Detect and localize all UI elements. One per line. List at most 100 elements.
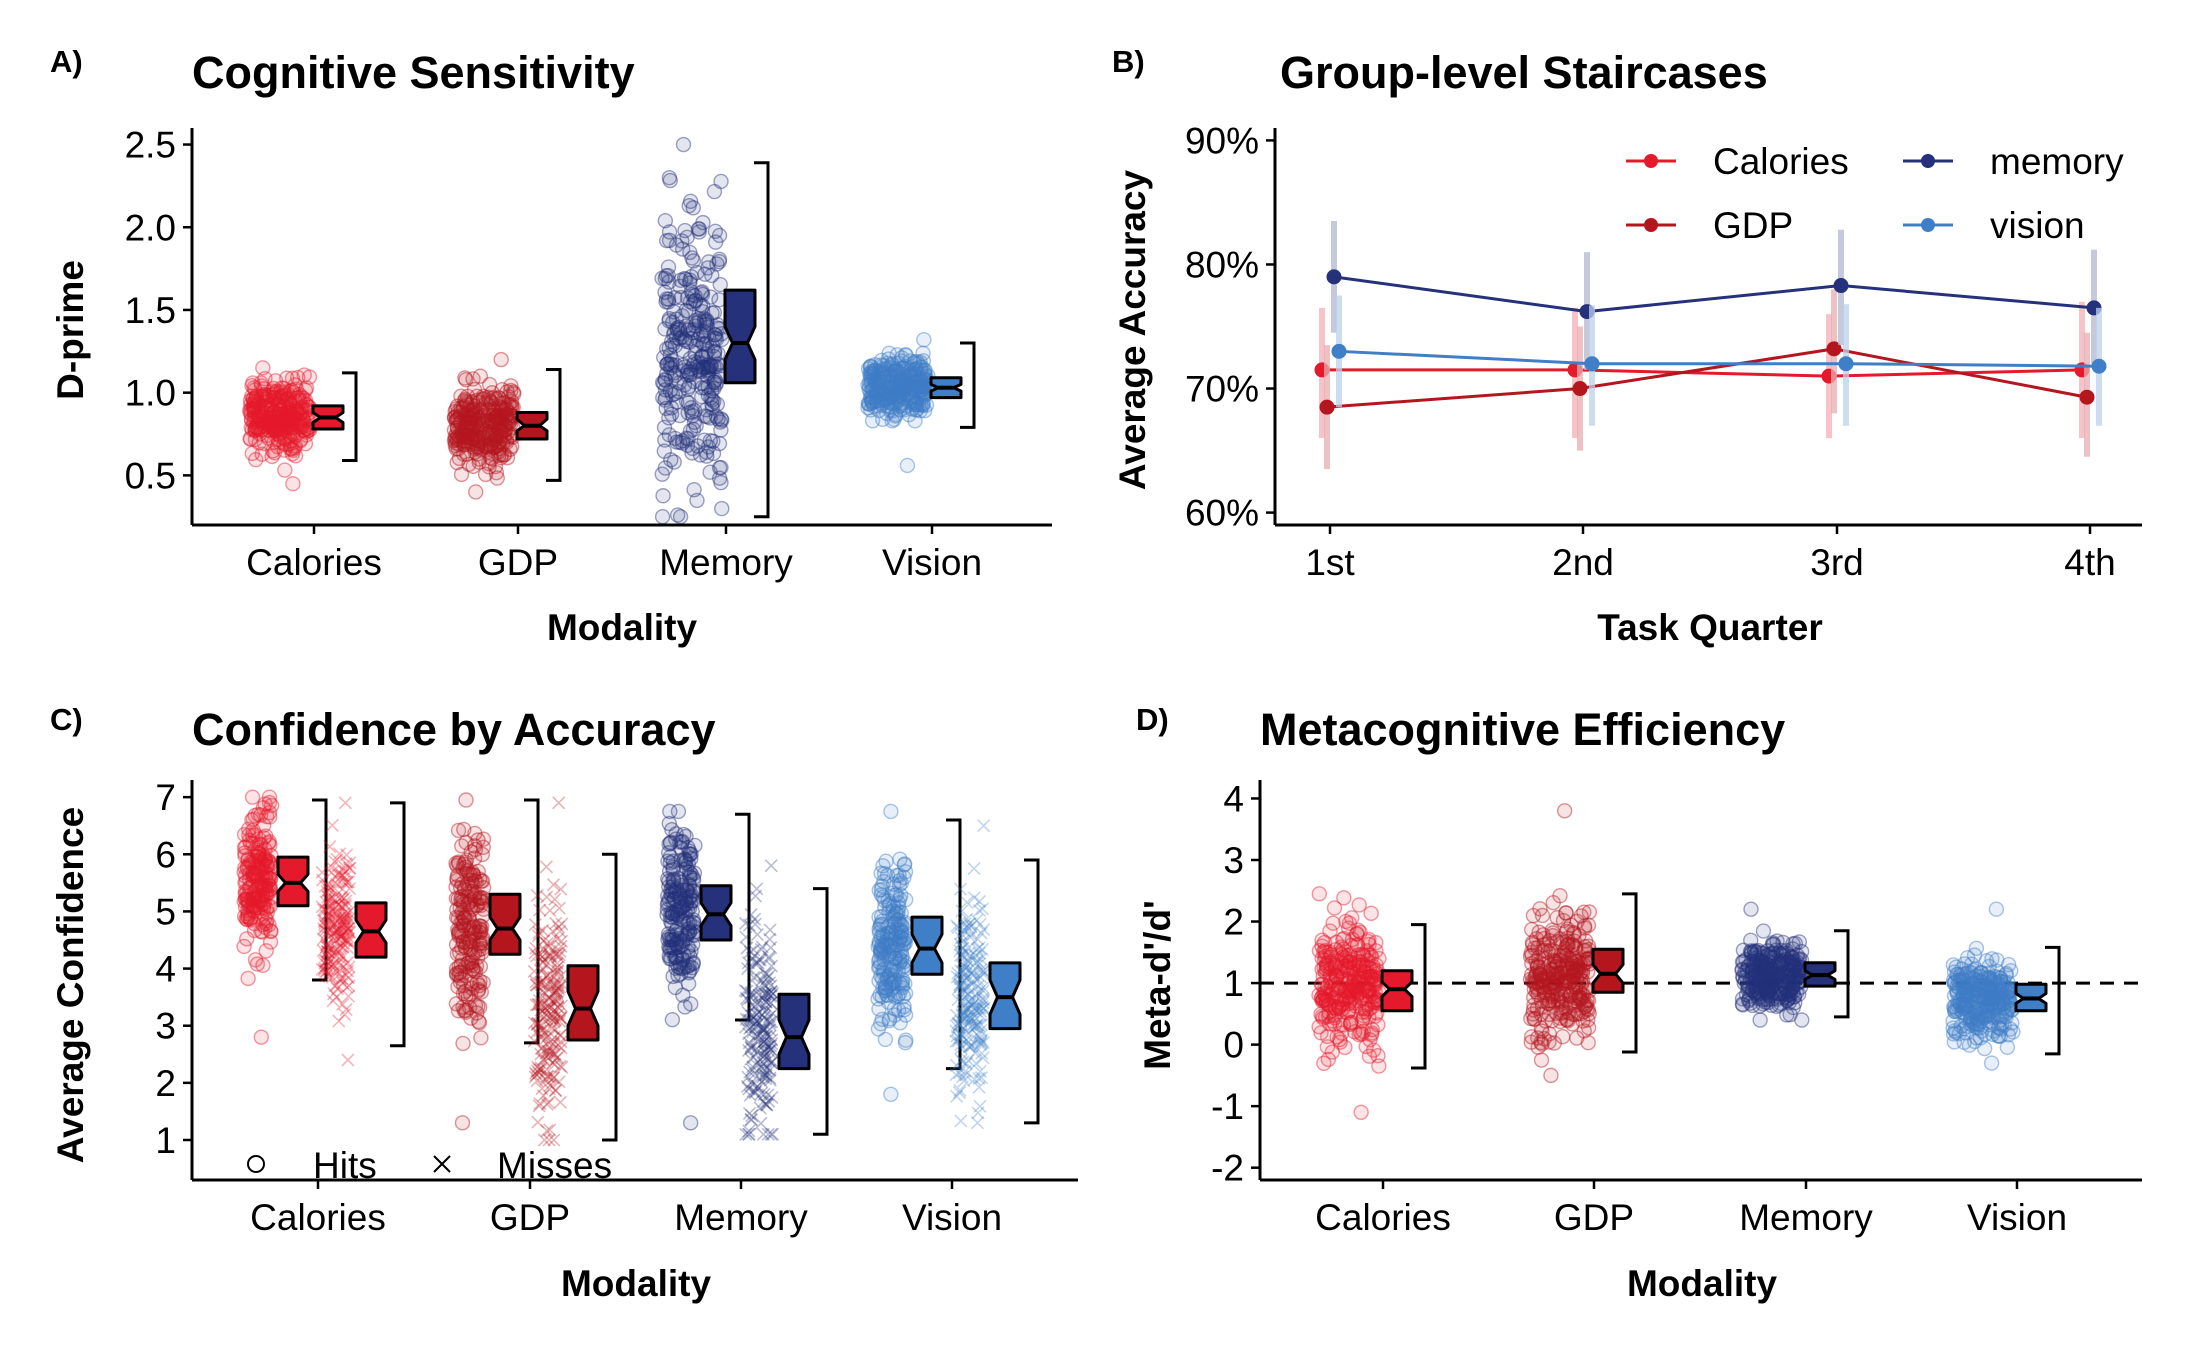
data-point xyxy=(264,393,280,409)
data-point xyxy=(256,415,273,431)
data-point xyxy=(458,420,475,436)
y-tick-label: 6 xyxy=(155,834,176,875)
data-point xyxy=(240,970,256,987)
boxplot-box xyxy=(910,915,944,976)
data-point xyxy=(661,863,678,879)
data-point xyxy=(297,392,314,408)
data-point xyxy=(552,796,566,810)
data-point xyxy=(881,925,897,942)
data-point xyxy=(657,284,673,301)
data-point xyxy=(290,389,307,406)
points-gdp xyxy=(1522,803,1598,1084)
data-point xyxy=(457,428,474,444)
legend-label-memory: memory xyxy=(1990,141,2124,182)
data-point xyxy=(459,428,476,445)
data-point xyxy=(473,440,490,456)
data-point xyxy=(245,811,262,827)
data-point xyxy=(267,390,283,406)
data-point xyxy=(289,390,305,407)
data-point xyxy=(541,1095,556,1110)
data-point xyxy=(259,416,275,432)
data-point xyxy=(707,223,724,240)
data-point xyxy=(1316,1055,1332,1071)
data-point xyxy=(660,259,677,275)
data-point xyxy=(465,439,481,455)
data-point xyxy=(263,414,279,431)
data-point xyxy=(457,391,473,408)
data-point xyxy=(469,439,486,456)
y-tick-label: 2.5 xyxy=(125,125,176,166)
data-point xyxy=(876,384,892,401)
data-point xyxy=(261,422,277,438)
data-point xyxy=(691,224,707,240)
series-point xyxy=(1331,343,1347,359)
legend-label-gdp: GDP xyxy=(1713,205,1793,246)
data-point xyxy=(271,426,288,443)
data-point xyxy=(873,865,889,881)
data-point xyxy=(449,430,465,446)
data-point xyxy=(277,431,293,447)
data-point xyxy=(246,404,263,420)
data-point xyxy=(269,410,286,427)
data-point xyxy=(462,415,478,431)
y-tick-label: 2 xyxy=(155,1063,176,1104)
data-point xyxy=(470,417,486,433)
data-point xyxy=(468,435,485,452)
data-point xyxy=(490,437,506,453)
data-point xyxy=(487,458,504,475)
data-point xyxy=(500,412,517,429)
data-point xyxy=(248,398,265,414)
data-point xyxy=(496,431,512,447)
series-line xyxy=(1333,275,2095,314)
data-point xyxy=(498,402,514,418)
data-point xyxy=(282,405,299,421)
data-point xyxy=(540,890,554,904)
data-point xyxy=(255,408,271,425)
data-point xyxy=(455,896,471,913)
data-point xyxy=(260,419,276,435)
data-point xyxy=(261,413,277,429)
data-point xyxy=(255,381,272,397)
data-point xyxy=(899,457,916,474)
data-point xyxy=(464,402,481,418)
data-point xyxy=(490,413,506,429)
data-point xyxy=(694,348,710,365)
data-point xyxy=(677,222,693,239)
data-point xyxy=(491,428,507,444)
data-point xyxy=(247,409,263,426)
data-point xyxy=(485,426,502,443)
data-point xyxy=(466,838,483,854)
data-point xyxy=(465,407,481,423)
data-point xyxy=(1363,905,1379,922)
data-point xyxy=(273,416,289,432)
data-point xyxy=(253,421,270,438)
data-point xyxy=(273,388,289,404)
data-point xyxy=(278,404,295,421)
data-point xyxy=(1543,1067,1559,1084)
data-point xyxy=(473,1030,489,1046)
data-point xyxy=(456,435,472,452)
y-tick-label: -2 xyxy=(1211,1148,1244,1189)
data-point xyxy=(457,407,473,423)
y-tick-label: 0 xyxy=(1223,1025,1244,1066)
data-point xyxy=(290,369,306,386)
data-point xyxy=(474,424,490,441)
data-point xyxy=(276,436,292,452)
data-point xyxy=(483,394,499,410)
data-point xyxy=(265,387,281,403)
data-point xyxy=(452,415,468,431)
data-point xyxy=(1533,1052,1550,1068)
panel-b-letter: B) xyxy=(1112,44,1145,79)
data-point xyxy=(273,414,289,430)
data-point xyxy=(267,422,283,439)
data-point xyxy=(484,435,500,451)
data-point xyxy=(489,470,505,486)
data-point xyxy=(271,434,288,451)
data-point xyxy=(486,404,503,420)
data-point xyxy=(466,421,482,437)
data-point xyxy=(289,404,305,421)
panel-c-title: Confidence by Accuracy xyxy=(192,704,716,755)
data-point xyxy=(247,423,263,439)
y-tick-label: 2.0 xyxy=(125,207,176,248)
data-point xyxy=(674,308,690,324)
